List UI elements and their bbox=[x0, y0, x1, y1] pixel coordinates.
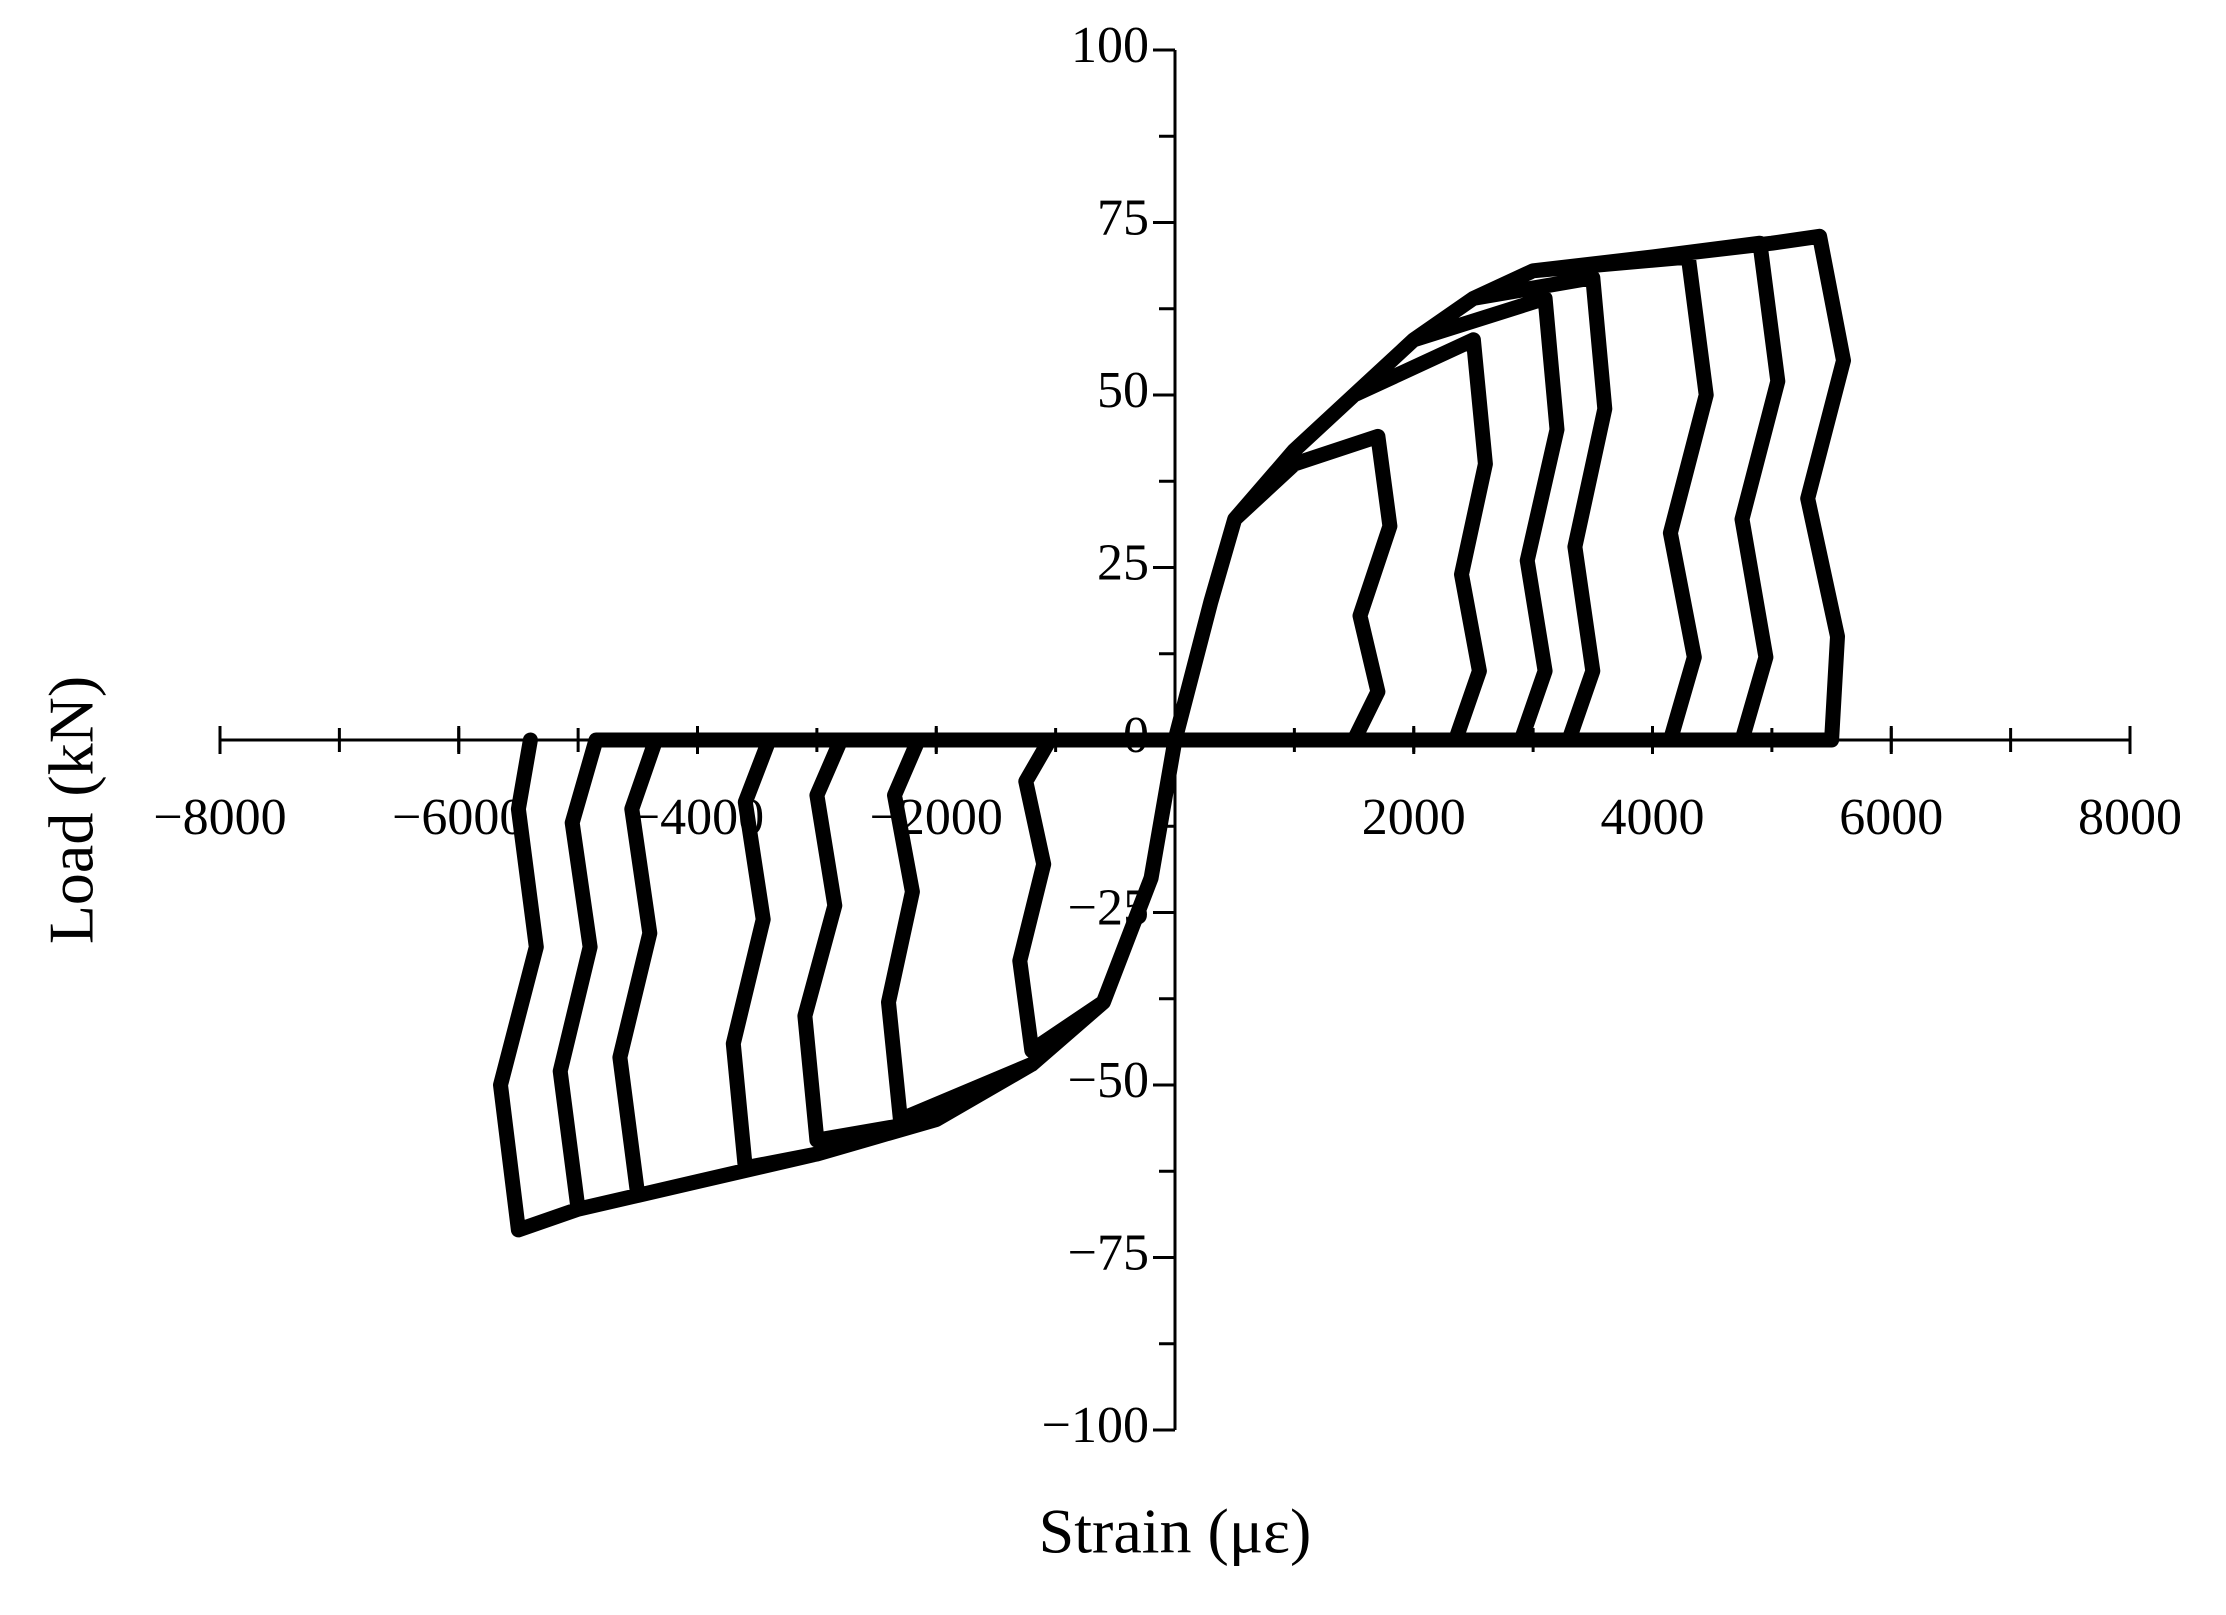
x-tick-label: 6000 bbox=[1839, 789, 1943, 846]
y-tick-label: −50 bbox=[1068, 1052, 1149, 1109]
y-axis-title: Load (kN) bbox=[36, 676, 107, 944]
x-tick-label: 2000 bbox=[1362, 789, 1466, 846]
x-tick-label: 8000 bbox=[2078, 789, 2182, 846]
x-tick-label: −8000 bbox=[153, 789, 286, 846]
hysteresis-curve bbox=[493, 228, 1851, 1238]
x-axis-title: Strain (με) bbox=[1039, 1496, 1312, 1567]
y-tick-label: −75 bbox=[1068, 1224, 1149, 1281]
y-tick-label: 25 bbox=[1097, 534, 1149, 591]
x-tick-label: −6000 bbox=[392, 789, 525, 846]
y-tick-label: −100 bbox=[1042, 1397, 1149, 1454]
y-tick-label: 50 bbox=[1097, 362, 1149, 419]
y-tick-label: 100 bbox=[1071, 17, 1149, 74]
x-tick-label: 4000 bbox=[1601, 789, 1705, 846]
y-tick-label: 75 bbox=[1097, 189, 1149, 246]
